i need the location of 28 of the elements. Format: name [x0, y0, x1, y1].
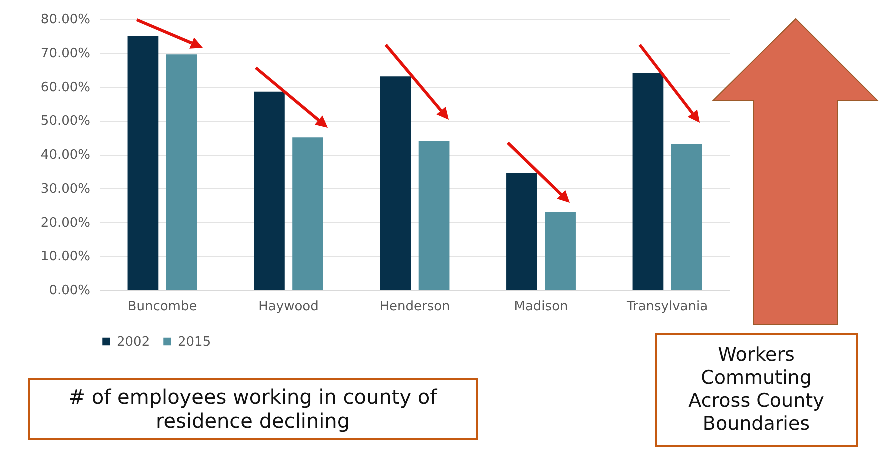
bar [380, 76, 412, 290]
y-tick-label: 40.00% [40, 148, 90, 163]
y-tick-label: 30.00% [40, 182, 90, 197]
y-tick-label: 50.00% [40, 114, 90, 130]
bar [128, 36, 159, 290]
x-tick-label: Madison [514, 300, 568, 314]
y-tick-label: 0.00% [49, 284, 90, 298]
x-tick-label: Transylvania [626, 300, 708, 314]
bar [671, 144, 702, 290]
y-tick-label: 20.00% [40, 216, 90, 231]
bar [506, 173, 538, 290]
bar [632, 73, 664, 290]
y-tick-label: 10.00% [40, 250, 90, 265]
x-tick-label: Buncombe [128, 300, 198, 314]
bar [292, 138, 324, 290]
y-tick-label: 80.00% [40, 12, 90, 28]
bar [166, 54, 198, 290]
text: # of employees working in county of residence declining [28, 378, 478, 440]
x-tick-label: Haywood [258, 300, 319, 314]
x-tick-label: Henderson [380, 300, 450, 314]
y-tick-label: 60.00% [40, 80, 90, 96]
text: Workers Commuting Across County Boundaries [655, 333, 858, 447]
bar [545, 212, 576, 290]
bar [254, 92, 285, 290]
bar [418, 140, 450, 290]
legend-label: 2002 [117, 334, 150, 350]
legend-label: 2015 [178, 334, 212, 350]
y-tick-label: 70.00% [40, 46, 90, 62]
